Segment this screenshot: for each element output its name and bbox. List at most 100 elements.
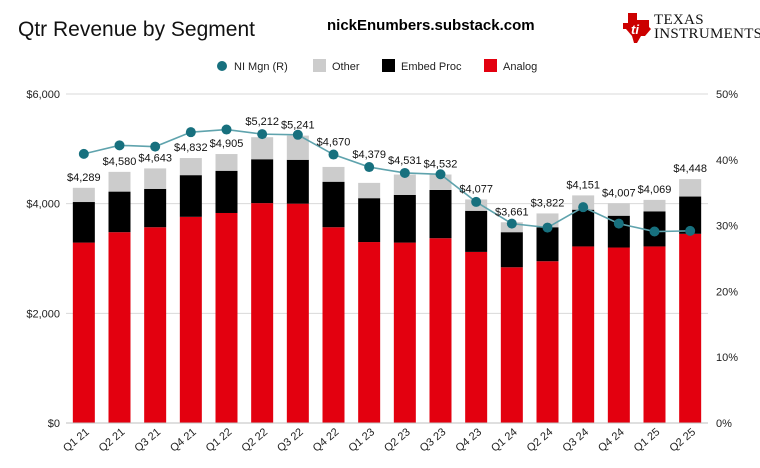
bar-other: [393, 174, 416, 195]
bar-analog: [429, 238, 452, 423]
margin-point: [649, 226, 660, 237]
bar-analog: [286, 203, 309, 423]
axes: $0 $2,000 $4,000 $6,000 0% 10% 20% 30% 40% 50% Q1 …: [26, 89, 738, 455]
total-label: $4,448: [673, 163, 707, 175]
ti-logo: ti Texas Instruments: [622, 12, 760, 48]
x-tick-label: Q1 25: [632, 426, 663, 454]
bar-analog: [679, 233, 702, 423]
x-tick-label: Q3 24: [560, 426, 591, 454]
bar-analog: [607, 247, 630, 423]
x-tick-label: Q2 23: [382, 426, 413, 454]
bars: [72, 135, 702, 423]
y-right-tick-label: 40%: [716, 155, 738, 167]
margin-point: [185, 127, 196, 138]
ti-logo-line1: Texas: [654, 12, 704, 28]
margin-point: [364, 162, 375, 173]
legend-label: Embed Proc: [401, 61, 462, 73]
total-label: $3,822: [531, 197, 565, 209]
bar-other: [358, 182, 381, 199]
bar-analog: [72, 242, 95, 423]
margin-point: [506, 218, 517, 229]
bar-analog: [465, 251, 488, 423]
y-right-tick-label: 0%: [716, 418, 732, 430]
total-label: $4,832: [174, 142, 208, 154]
y-right-tick-label: 50%: [716, 89, 738, 101]
bar-analog: [179, 216, 202, 423]
x-tick-label: Q1 21: [61, 426, 92, 454]
x-tick-label: Q4 23: [453, 426, 484, 454]
legend-label: Other: [332, 61, 360, 73]
bar-embed-proc: [286, 159, 309, 204]
bar-embed-proc: [465, 210, 488, 252]
bar-embed-proc: [679, 196, 702, 234]
total-label: $4,532: [424, 158, 458, 170]
margin-point: [471, 196, 482, 207]
margin-series-line: [83, 128, 691, 233]
margin-point: [78, 148, 89, 159]
bar-other: [108, 171, 131, 192]
margin-point: [292, 129, 303, 140]
total-label: $4,069: [638, 184, 672, 196]
bar-analog: [358, 242, 381, 423]
margin-line: [78, 124, 696, 237]
total-label: $5,212: [245, 116, 279, 128]
bar-embed-proc: [607, 215, 630, 248]
source-label: nickEnumbers.substack.com: [327, 17, 535, 34]
bar-other: [643, 199, 666, 212]
bar-embed-proc: [215, 170, 238, 213]
legend-marker: [217, 61, 227, 71]
x-tick-label: Q4 22: [311, 426, 342, 454]
y-left-tick-label: $0: [48, 418, 60, 430]
legend-swatch: [313, 59, 326, 72]
x-tick-label: Q2 25: [667, 426, 698, 454]
bar-embed-proc: [251, 159, 274, 204]
bar-analog: [572, 246, 595, 423]
margin-point: [399, 167, 410, 178]
legend-label: NI Mgn (R): [234, 61, 288, 73]
margin-point: [578, 202, 589, 213]
x-tick-label: Q1 22: [204, 426, 235, 454]
total-label: $4,379: [352, 149, 386, 161]
bar-embed-proc: [429, 189, 452, 239]
margin-point: [435, 169, 446, 180]
total-labels: $4,289$4,580 $4,643$4,832 $4,905$5,212 $5,2…: [67, 116, 707, 218]
x-tick-label: Q2 22: [239, 426, 270, 454]
x-tick-label: Q1 24: [489, 426, 520, 454]
y-right-tick-label: 10%: [716, 352, 738, 364]
bar-embed-proc: [393, 194, 416, 243]
ti-state-icon: ti: [623, 13, 651, 43]
total-label: $4,077: [459, 183, 493, 195]
y-left-tick-label: $6,000: [26, 89, 60, 101]
x-tick-label: Q4 21: [168, 426, 199, 454]
margin-point: [542, 222, 553, 233]
x-tick-label: Q2 24: [525, 426, 556, 454]
bar-other: [72, 187, 95, 203]
bar-other: [286, 135, 309, 160]
bar-analog: [536, 261, 559, 423]
bar-embed-proc: [144, 188, 167, 228]
ti-logo-line2: Instruments: [654, 26, 760, 42]
margin-point: [114, 140, 125, 151]
bar-other: [179, 158, 202, 176]
legend-swatch: [382, 59, 395, 72]
bar-embed-proc: [179, 175, 202, 217]
x-tick-label: Q2 21: [97, 426, 128, 454]
total-label: $4,151: [566, 179, 600, 191]
bar-embed-proc: [322, 181, 345, 228]
total-label: $3,661: [495, 206, 529, 218]
bar-embed-proc: [500, 232, 523, 268]
svg-text:ti: ti: [631, 22, 639, 37]
bar-other: [251, 137, 274, 160]
margin-point: [257, 129, 268, 140]
y-right-tick-label: 20%: [716, 286, 738, 298]
margin-point: [685, 225, 696, 236]
y-left-tick-label: $4,000: [26, 199, 60, 211]
ti-logo-text: Texas Instruments: [654, 12, 760, 42]
bar-embed-proc: [572, 209, 595, 247]
bar-analog: [322, 227, 345, 423]
margin-point: [221, 124, 232, 135]
y-left-tick-label: $2,000: [26, 308, 60, 320]
total-label: $4,580: [103, 156, 137, 168]
total-label: $4,007: [602, 187, 636, 199]
legend: NI Mgn (R) Other Embed Proc Analog: [217, 59, 537, 73]
